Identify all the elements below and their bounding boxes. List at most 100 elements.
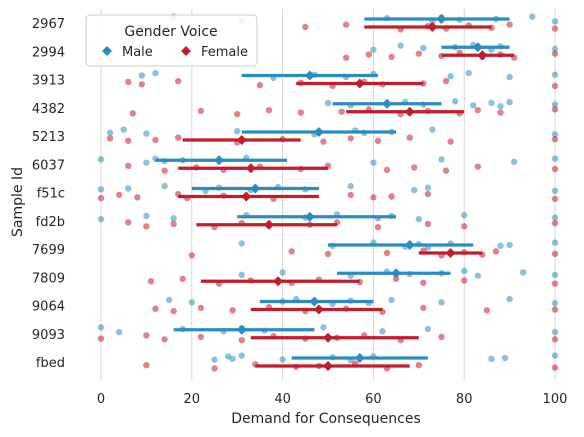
data-point-male: [520, 269, 527, 276]
data-point-female: [424, 190, 432, 198]
data-point-female: [115, 191, 123, 199]
data-point-male: [97, 156, 105, 163]
data-point-male: [551, 155, 559, 162]
y-tick-label: 4382: [32, 102, 65, 117]
y-axis-label: Sample Id: [10, 167, 26, 237]
x-tick-label: 40: [274, 392, 291, 407]
data-point-male: [238, 352, 245, 359]
data-point-male: [165, 296, 173, 304]
data-point-male: [138, 72, 146, 79]
y-tick-label: 9064: [32, 300, 65, 315]
data-point-male: [510, 158, 518, 166]
mean-marker-female: [313, 304, 324, 315]
legend-label-male: Male: [122, 45, 153, 60]
data-point-male: [429, 126, 436, 133]
data-point-male: [529, 13, 536, 20]
data-point-female: [256, 81, 264, 89]
data-point-male: [238, 240, 245, 247]
data-point-male: [551, 131, 559, 138]
data-point-male: [551, 101, 559, 108]
data-point-female: [161, 336, 168, 343]
data-point-male: [551, 18, 559, 25]
data-point-male: [506, 295, 513, 303]
y-tick-label: 6037: [32, 158, 65, 173]
data-point-male: [551, 299, 559, 307]
legend-marker-female: [181, 46, 191, 56]
data-point-male: [551, 45, 559, 53]
confidence-intervals: [155, 17, 515, 368]
legend-title: Gender Voice: [124, 24, 217, 40]
data-point-male: [97, 186, 105, 193]
data-point-male: [474, 272, 482, 279]
data-point-male: [461, 267, 468, 275]
x-axis-label: Demand for Consequences: [231, 411, 421, 427]
y-tick-labels: 2967 2994 3913 4382 5213 6037 f51c fd2b 7699 7809…: [32, 17, 65, 371]
data-point-female: [197, 107, 205, 115]
mean-marker-male: [304, 211, 315, 222]
data-point-female: [106, 135, 114, 142]
data-point-female: [551, 136, 559, 143]
data-point-male: [447, 73, 454, 80]
data-point-male: [370, 46, 377, 53]
data-point-male: [424, 325, 432, 333]
data-point-male: [470, 102, 477, 109]
x-tick-label: 60: [365, 392, 382, 407]
data-point-male: [420, 44, 427, 52]
data-point-male: [488, 355, 495, 362]
data-point-female: [125, 219, 132, 226]
data-point-male: [120, 126, 127, 133]
data-point-female: [170, 307, 177, 315]
data-point-female: [125, 162, 132, 170]
mean-marker-male: [354, 353, 365, 363]
data-point-male: [506, 98, 513, 106]
data-point-female: [374, 137, 382, 144]
data-point-female: [415, 362, 422, 369]
data-point-female: [197, 304, 205, 312]
data-point-female: [461, 277, 468, 284]
mean-marker-female: [354, 78, 365, 89]
data-point-male: [106, 129, 114, 136]
data-point-female: [338, 108, 345, 115]
data-point-female: [383, 249, 391, 257]
mean-marker-male: [214, 155, 225, 166]
data-point-female: [288, 248, 295, 255]
data-point-male: [438, 156, 445, 163]
data-point-female: [442, 77, 450, 85]
mean-marker-male: [382, 98, 393, 109]
data-point-female: [125, 78, 132, 86]
data-point-female: [365, 51, 373, 58]
y-tick-label: 7809: [32, 271, 65, 286]
data-point-male: [143, 212, 150, 220]
data-point-female: [442, 167, 450, 174]
mean-marker-male: [391, 268, 402, 279]
data-point-male: [229, 355, 236, 362]
data-point-female: [474, 106, 482, 114]
x-tick-labels: 0 20 40 60 80 100: [97, 392, 568, 407]
data-point-female: [238, 336, 245, 344]
data-point-female: [320, 138, 327, 145]
data-point-male: [161, 182, 168, 190]
mean-marker-female: [245, 163, 256, 174]
data-point-female: [265, 106, 273, 114]
data-point-female: [374, 223, 382, 231]
data-point-female: [138, 81, 146, 88]
data-point-female: [143, 362, 150, 369]
data-point-male: [488, 99, 495, 107]
data-point-female: [492, 248, 500, 255]
data-point-male: [438, 299, 445, 306]
data-point-female: [551, 364, 559, 371]
data-point-male: [501, 354, 509, 362]
data-point-male: [424, 184, 432, 191]
data-point-male: [170, 215, 177, 222]
data-point-female: [197, 333, 205, 341]
data-point-female: [438, 333, 445, 341]
mean-marker-female: [477, 50, 488, 61]
data-point-male: [551, 214, 559, 221]
y-tick-label: 2967: [32, 17, 65, 32]
data-point-female: [406, 134, 413, 141]
data-point-female: [174, 134, 182, 141]
data-point-female: [370, 194, 377, 201]
data-point-male: [551, 271, 559, 279]
y-tick-label: 3913: [32, 74, 65, 89]
data-point-female: [342, 21, 350, 28]
